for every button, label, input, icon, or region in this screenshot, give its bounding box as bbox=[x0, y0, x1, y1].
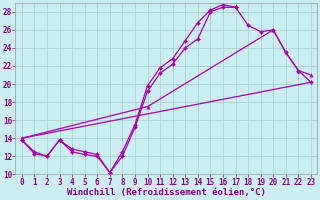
X-axis label: Windchill (Refroidissement éolien,°C): Windchill (Refroidissement éolien,°C) bbox=[67, 188, 266, 197]
